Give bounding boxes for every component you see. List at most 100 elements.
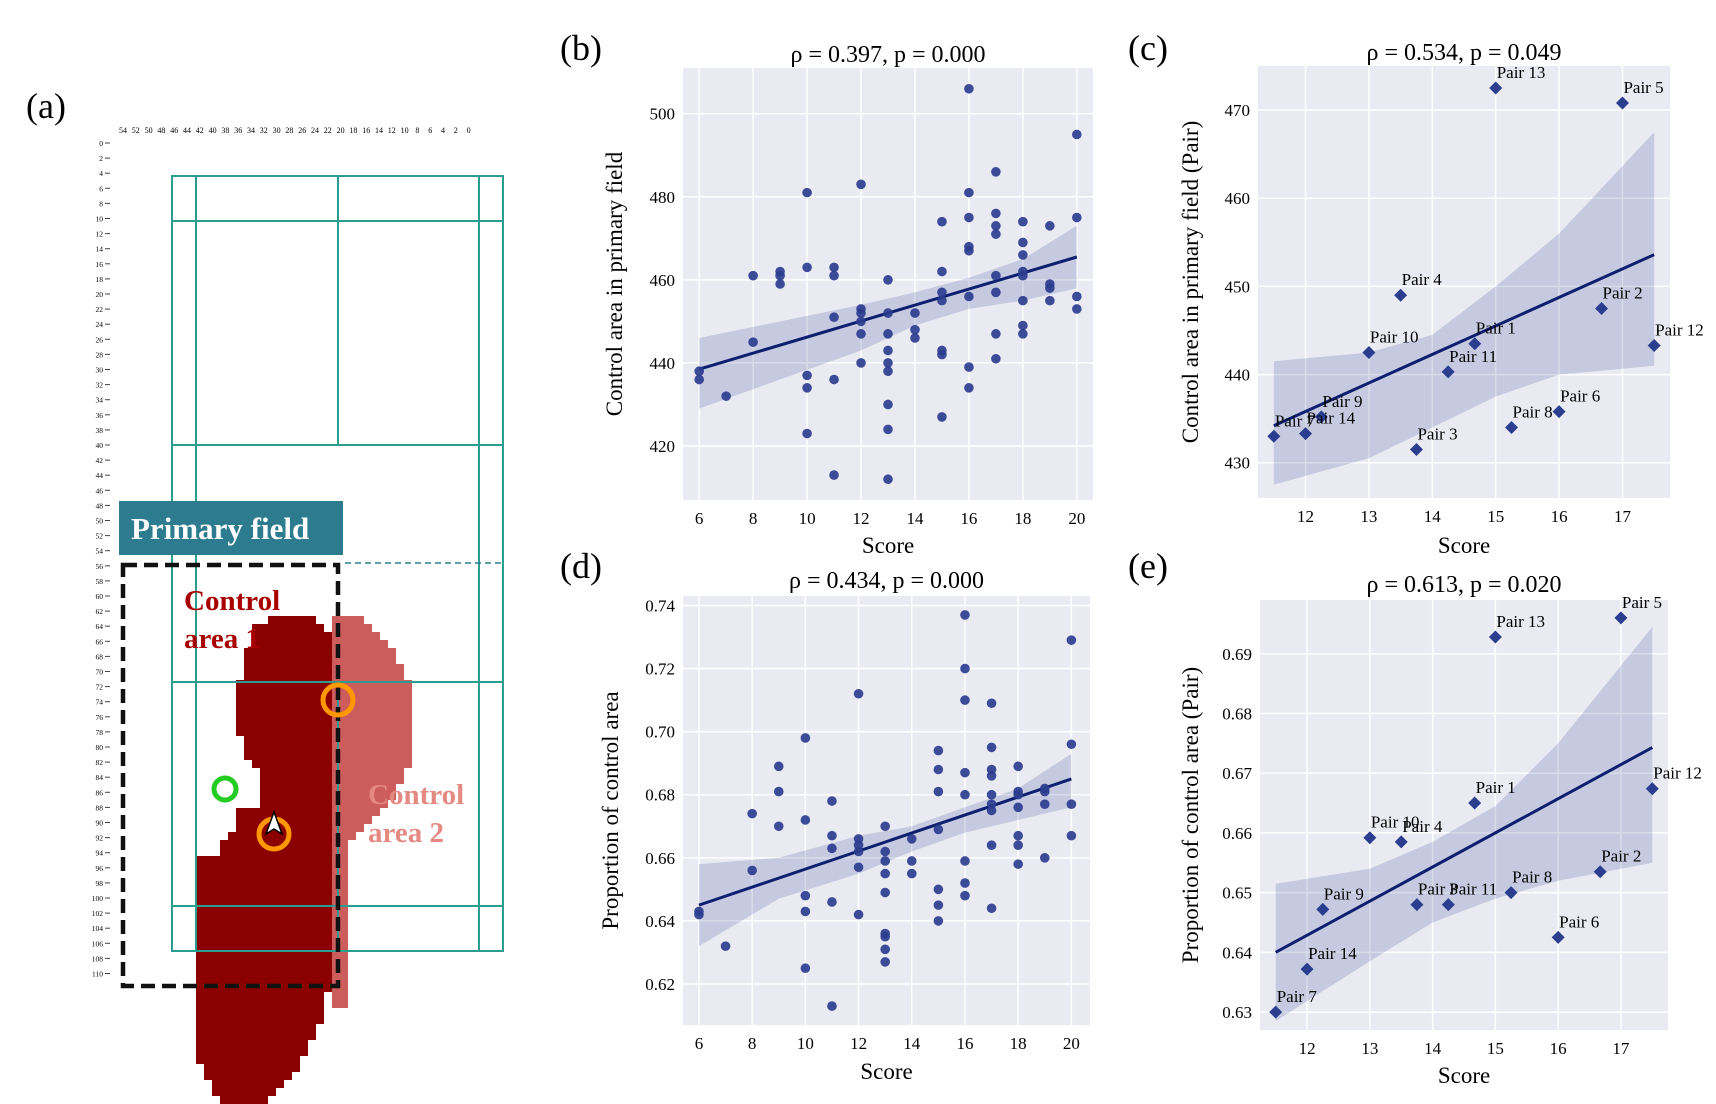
- data-point: [1018, 295, 1028, 306]
- data-point: [964, 383, 974, 393]
- data-point: [1018, 270, 1028, 281]
- plot-area: [1258, 66, 1670, 498]
- x-tick-label: 14: [906, 509, 924, 528]
- data-point: [1441, 365, 1455, 379]
- chart-title: ρ = 0.534, p = 0.049: [1366, 40, 1561, 66]
- data-point: [827, 796, 837, 806]
- data-point: [964, 245, 974, 256]
- court-y-tick-label: 2: [99, 154, 103, 163]
- y-tick-label: 0.66: [645, 849, 675, 868]
- court-y-tick-label: 100: [92, 894, 104, 903]
- court-x-tick-label: 52: [132, 126, 140, 135]
- chart-e: 12 13 14 15 16 17 0.63 0.64 0.65 0.66 0.67 0.68 0.69…: [1128, 546, 1702, 1088]
- x-tick-label: 16: [1551, 507, 1568, 526]
- data-point: [883, 474, 893, 485]
- court-y-tick-label: 0: [99, 139, 103, 148]
- x-tick-label: 17: [1612, 1039, 1630, 1058]
- x-tick-label: 12: [850, 1034, 867, 1053]
- point-label: Pair 12: [1653, 764, 1702, 783]
- x-tick-label: 12: [1299, 1039, 1316, 1058]
- x-tick-label: 16: [1550, 1039, 1567, 1058]
- data-point: [964, 212, 974, 223]
- court-y-tick-label: 84: [96, 773, 104, 782]
- y-tick-label: 0.74: [645, 596, 675, 615]
- control-area-1-label-line1: Control: [184, 585, 280, 617]
- data-point: [991, 270, 1001, 281]
- data-point: [1072, 212, 1082, 223]
- x-tick-label: 14: [903, 1034, 921, 1053]
- y-tick-label: 0.62: [645, 975, 675, 994]
- data-point: [800, 815, 811, 825]
- data-point: [910, 333, 920, 343]
- y-axis-label: Proportion of control area: [598, 691, 623, 929]
- chart-title: ρ = 0.434, p = 0.000: [789, 568, 984, 594]
- y-tick-label: 0.69: [1222, 645, 1252, 664]
- point-label: Pair 4: [1402, 270, 1443, 289]
- data-point: [720, 941, 731, 951]
- court-y-tick-label: 26: [96, 335, 104, 344]
- panel-a-label: (a): [26, 86, 66, 126]
- court-x-tick-label: 44: [183, 126, 191, 135]
- data-point: [1552, 405, 1566, 419]
- court-y-tick-label: 34: [96, 396, 104, 405]
- court-y-tick-label: 110: [92, 970, 103, 979]
- data-point: [883, 366, 893, 377]
- court-y-tick-label: 92: [96, 834, 104, 843]
- x-tick-label: 18: [1014, 509, 1031, 528]
- y-tick-label: 0.68: [1222, 704, 1252, 723]
- charts: 6 8 10 12 14 16 18 20 420 440 460 480 500 ρ = 0.397, …: [560, 28, 1704, 1088]
- data-point: [800, 890, 811, 901]
- data-point: [910, 324, 920, 335]
- data-point: [1013, 761, 1023, 772]
- point-label: Pair 7: [1277, 987, 1318, 1006]
- point-label: Pair 3: [1417, 425, 1457, 444]
- x-tick-label: 10: [797, 1034, 814, 1053]
- data-point: [829, 374, 839, 385]
- data-point: [880, 931, 890, 942]
- data-point: [986, 840, 997, 850]
- data-point: [883, 329, 893, 339]
- court-y-tick-label: 74: [96, 698, 104, 707]
- court-y-tick-label: 50: [96, 517, 104, 526]
- data-point: [1039, 799, 1050, 809]
- y-tick-label: 0.72: [645, 660, 675, 679]
- data-point: [960, 789, 970, 800]
- court-y-tick-label: 44: [96, 471, 104, 480]
- point-label: Pair 9: [1322, 392, 1362, 411]
- y-tick-label: 0.63: [1222, 1003, 1252, 1022]
- data-point: [856, 308, 866, 318]
- court-x-tick-label: 40: [209, 126, 217, 135]
- data-point: [773, 786, 784, 797]
- chart-d: 6 8 10 12 14 16 18 20 0.62 0.64 0.66 0.68 0.70 0.72 0.…: [560, 546, 1090, 1084]
- court-x-tick-label: 38: [221, 126, 229, 135]
- court-y-tick-label: 56: [96, 562, 104, 571]
- court-y-tick-label: 16: [96, 260, 104, 269]
- data-point: [933, 916, 944, 926]
- panel-a: (a) 54 52 50 48 46 44 42 40 38 36 34 32 30 28 26 24 22 20…: [26, 86, 504, 1104]
- data-point: [1267, 429, 1281, 443]
- data-point: [986, 698, 997, 709]
- data-point: [1394, 835, 1408, 849]
- panel-label: (c): [1128, 28, 1168, 68]
- data-point: [1394, 288, 1408, 302]
- data-point: [802, 383, 812, 393]
- data-point: [937, 295, 947, 306]
- point-label: Pair 5: [1622, 593, 1662, 612]
- x-tick-label: 10: [799, 509, 816, 528]
- court-y-tick-label: 52: [96, 532, 104, 541]
- data-point: [775, 279, 785, 289]
- data-point: [802, 370, 812, 381]
- data-point: [1551, 930, 1565, 944]
- data-point: [986, 771, 997, 781]
- data-point: [1066, 635, 1077, 645]
- y-tick-label: 0.66: [1222, 824, 1252, 843]
- y-tick-label: 480: [650, 188, 676, 207]
- data-point: [991, 329, 1001, 339]
- data-point: [800, 733, 811, 743]
- court-x-tick-label: 36: [234, 126, 242, 135]
- court-x-tick-label: 18: [349, 126, 357, 135]
- data-point: [827, 1001, 837, 1011]
- data-point: [748, 337, 758, 347]
- court-y-tick-label: 96: [96, 864, 104, 873]
- data-point: [937, 266, 947, 277]
